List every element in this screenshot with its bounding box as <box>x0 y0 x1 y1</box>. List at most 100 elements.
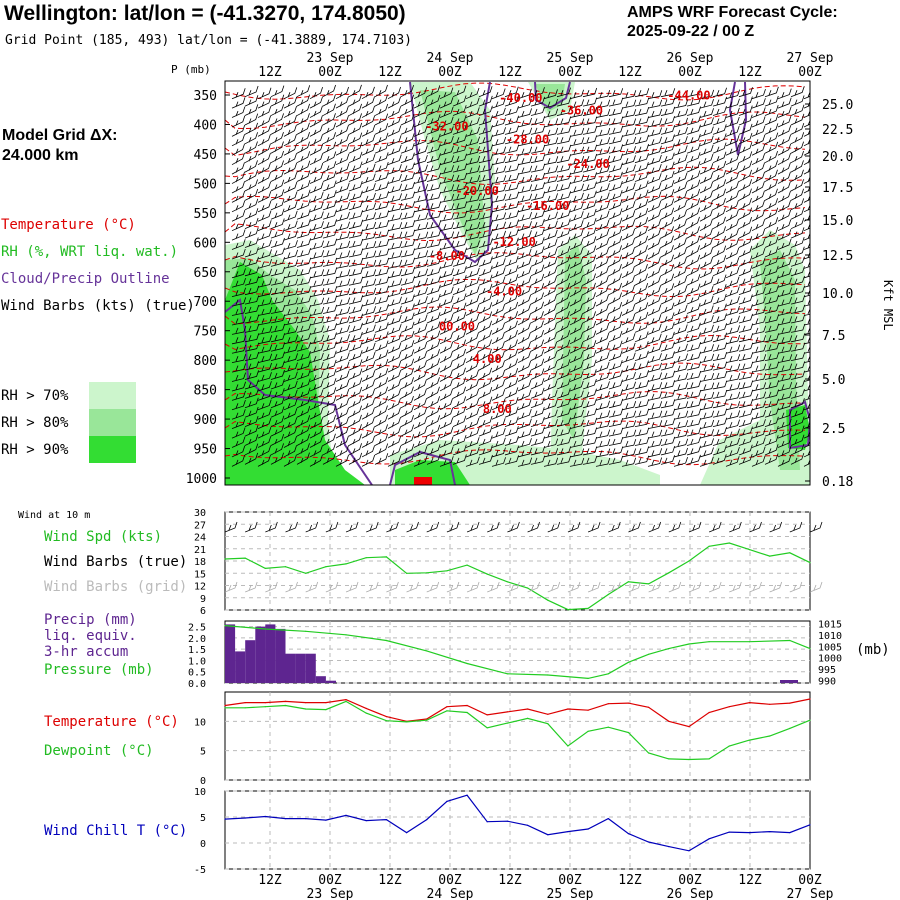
wind-barb <box>361 124 376 137</box>
wind-barb <box>283 389 298 401</box>
wind-barb <box>257 152 271 166</box>
wind-barb <box>725 153 740 166</box>
wind-barb <box>491 221 506 232</box>
wind-barb <box>387 342 402 354</box>
wind-barb <box>270 369 285 380</box>
wind-barb <box>465 203 481 213</box>
precip-bar-0 <box>225 624 236 683</box>
wind-barb <box>790 236 805 248</box>
precip-bar-5 <box>275 628 286 683</box>
wind-barb <box>439 135 454 147</box>
wind-barb <box>621 155 636 166</box>
wind-barb <box>270 443 284 456</box>
wind-barb <box>517 370 532 382</box>
wind-barb <box>439 231 455 241</box>
wind-barb <box>491 230 506 241</box>
wind-barb <box>647 108 663 118</box>
wind-chill-line-point <box>244 817 246 819</box>
wind-barb <box>361 454 376 467</box>
wind-speed-line-point <box>365 557 367 559</box>
wind-barb <box>231 316 247 326</box>
wind-barb <box>556 135 572 145</box>
wind-barb <box>413 135 428 147</box>
wind-barb <box>387 106 402 118</box>
wind-barb <box>244 237 259 248</box>
wind-barb <box>413 193 429 203</box>
wind-barb <box>738 408 753 418</box>
wind-barb <box>556 282 570 296</box>
wind-barb <box>491 437 506 448</box>
height-tick-1: 22.5 <box>822 123 853 138</box>
temperature-line-point <box>426 718 428 720</box>
wind-barb <box>283 445 297 458</box>
temperature-frame <box>224 691 811 781</box>
wind-barb <box>686 245 700 258</box>
wind-barb <box>738 352 754 362</box>
wind-barb <box>790 275 805 286</box>
wind-barb <box>257 362 272 373</box>
wind-barb <box>738 323 754 333</box>
wind-barb <box>556 172 572 182</box>
wind-barb <box>309 361 324 373</box>
wind-barb <box>790 452 805 465</box>
wind-barb <box>660 408 676 418</box>
wind-barb <box>712 133 727 145</box>
dewpoint-line-point <box>547 723 549 725</box>
wind-barb <box>699 237 713 250</box>
wind-barb <box>621 391 636 401</box>
wind-barb <box>543 89 558 100</box>
wind-barb <box>231 258 246 269</box>
wind-barb <box>231 325 247 335</box>
wind-barb <box>465 360 479 373</box>
wind-barb <box>751 267 766 279</box>
height-tick-10: 0.18 <box>822 475 853 490</box>
cloud-outline <box>728 81 748 156</box>
wind-barb <box>322 248 338 258</box>
wind-barb <box>374 210 390 220</box>
wind-barb <box>634 436 650 446</box>
dewpoint-line-point <box>466 711 468 714</box>
wind-barb <box>452 172 468 182</box>
wind-barb <box>725 209 739 222</box>
wind-barb <box>322 199 337 211</box>
wind-barb <box>595 342 610 354</box>
wind-barb <box>465 165 481 175</box>
wind-barb <box>517 211 532 222</box>
wind-barb <box>439 184 455 194</box>
wind-barb <box>244 247 259 258</box>
wind-barb <box>582 369 597 380</box>
wind-barb <box>725 296 740 307</box>
precip-accum-label: 3-hr accum <box>44 644 129 660</box>
wind-barb <box>348 238 364 248</box>
wind-barb <box>530 96 545 107</box>
wind-chill-ytick-1: 5 <box>200 813 206 824</box>
pressure-line-point <box>466 662 468 665</box>
wind-barb <box>543 137 559 147</box>
wind-barb <box>439 456 454 467</box>
wind-barb <box>478 115 493 126</box>
wind-barb <box>257 353 273 364</box>
dewpoint-line-point <box>648 752 650 754</box>
wind-barb <box>621 127 637 137</box>
wind-barb <box>504 320 518 333</box>
wind-barb <box>387 416 401 430</box>
wind-barb <box>413 379 427 392</box>
wind-barb <box>244 333 260 343</box>
wind-barb <box>543 118 559 128</box>
wind-barb <box>244 434 259 446</box>
wind-barb <box>582 292 596 305</box>
wind-speed-line-point <box>547 599 549 601</box>
wind-10m-header: Wind at 10 m <box>18 510 91 521</box>
wind-barb <box>335 352 350 364</box>
wind-barb <box>504 154 520 164</box>
wind-barb <box>231 152 245 166</box>
wind-barb <box>322 433 336 446</box>
wind-chill-line-point <box>264 815 266 818</box>
wind-barb <box>647 200 662 213</box>
wind-barb <box>569 266 584 279</box>
wind-barb <box>556 436 572 446</box>
wind-barb <box>608 116 624 126</box>
wind-barb <box>569 256 584 269</box>
wind-barb <box>699 353 715 364</box>
wind-barb <box>309 162 324 175</box>
